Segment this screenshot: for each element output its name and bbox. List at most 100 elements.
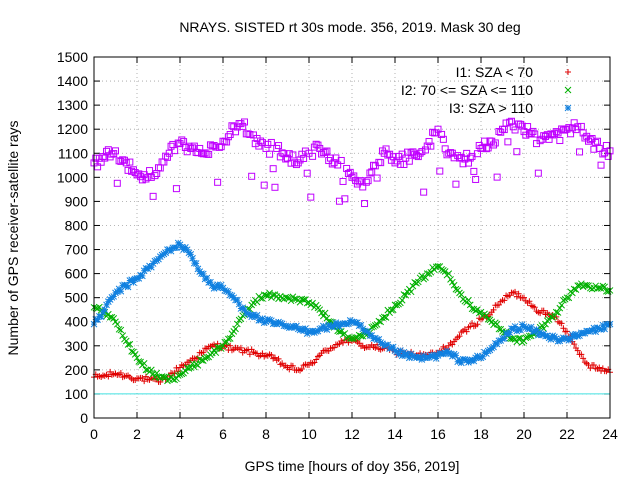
scatter-point <box>382 314 390 321</box>
scatter-point <box>215 143 223 151</box>
scatter-point <box>302 296 309 303</box>
scatter-point <box>303 169 311 177</box>
scatter-point <box>357 321 365 329</box>
data-point <box>423 270 431 277</box>
scatter-point <box>149 192 157 200</box>
scatter-point <box>561 295 569 303</box>
scatter-point <box>459 160 467 168</box>
scatter-point <box>450 281 458 289</box>
scatter-point <box>345 320 352 328</box>
x-tick-label: 0 <box>90 426 98 442</box>
scatter-point <box>414 278 422 286</box>
scatter-point <box>185 249 193 257</box>
scatter-point <box>421 146 429 154</box>
scatter-point <box>389 343 397 351</box>
scatter-point <box>534 331 542 339</box>
legend-label: I3: SZA > 110 <box>449 100 533 116</box>
scatter-point <box>389 153 397 161</box>
scatter-point <box>536 137 544 145</box>
scatter-point <box>293 322 300 330</box>
scatter-point <box>210 142 218 150</box>
scatter-point <box>172 185 180 193</box>
legend-label: I2: 70 <= SZA <= 110 <box>401 82 533 98</box>
scatter-point <box>343 164 351 172</box>
scatter-point <box>501 297 508 304</box>
scatter-point <box>249 131 257 139</box>
data-point <box>176 140 184 148</box>
scatter-point <box>484 347 492 355</box>
data-point <box>456 154 463 162</box>
scatter-point <box>533 326 540 333</box>
scatter-point <box>183 364 191 372</box>
scatter-point <box>411 150 419 158</box>
scatter-point <box>534 169 542 177</box>
scatter-point <box>183 246 191 254</box>
x-tick-label: 22 <box>559 426 575 442</box>
plot-border <box>93 56 611 419</box>
scatter-point <box>427 268 435 276</box>
scatter-point <box>190 363 198 371</box>
scatter-point <box>237 315 245 323</box>
scatter-point <box>278 149 286 157</box>
scatter-point <box>368 168 376 176</box>
scatter-point <box>185 364 193 372</box>
scatter-point <box>375 335 383 343</box>
scatter-point <box>465 359 472 366</box>
scatter-point <box>379 340 386 348</box>
scatter-point <box>454 286 462 294</box>
scatter-point <box>352 334 359 341</box>
scatter-point <box>325 348 332 355</box>
scatter-point <box>328 323 336 331</box>
data-point <box>466 301 474 309</box>
scatter-point <box>571 341 578 348</box>
scatter-point <box>167 142 175 150</box>
scatter-point <box>357 343 364 350</box>
scatter-point <box>469 320 476 327</box>
scatter-point <box>491 139 499 147</box>
scatter-point <box>153 257 161 264</box>
x-tick-label: 20 <box>516 426 532 442</box>
scatter-point <box>384 151 392 159</box>
scatter-point <box>493 320 501 328</box>
scatter-point <box>414 353 422 361</box>
chart-title: NRAYS. SISTED rt 30s mode. 356, 2019. Ma… <box>179 19 520 35</box>
scatter-point <box>601 283 608 291</box>
scatter-point <box>323 314 331 322</box>
scatter-point <box>189 144 197 152</box>
scatter-point <box>94 163 102 171</box>
scatter-point <box>570 119 578 127</box>
scatter-point <box>296 298 304 306</box>
scatter-point <box>194 149 202 157</box>
scatter-point <box>526 332 533 340</box>
scatter-point <box>361 200 369 208</box>
scatter-point <box>454 334 461 341</box>
data-point <box>241 118 248 126</box>
x-tick-label: 4 <box>176 426 184 442</box>
scatter-point <box>96 303 103 311</box>
scatter-point <box>336 340 343 347</box>
scatter-point <box>382 341 390 349</box>
y-tick-label: 1000 <box>57 169 88 185</box>
scatter-point <box>95 154 103 162</box>
scatter-point <box>330 159 338 167</box>
scatter-point <box>396 160 404 168</box>
legend-marker <box>564 104 572 112</box>
scatter-point <box>422 354 429 362</box>
scatter-point <box>470 357 478 365</box>
scatter-point <box>587 365 594 372</box>
scatter-point <box>140 171 148 179</box>
y-tick-label: 900 <box>65 193 89 209</box>
scatter-point <box>113 320 121 328</box>
scatter-point <box>227 342 234 349</box>
legend: I1: SZA < 70 I2: 70 <= SZA <= 110 I3: SZA … <box>401 64 572 116</box>
scatter-point <box>162 249 170 257</box>
scatter-point <box>438 130 446 138</box>
scatter-point <box>307 193 315 201</box>
scatter-point <box>300 154 308 162</box>
scatter-point <box>512 288 519 295</box>
scatter-point <box>126 340 134 348</box>
scatter-point <box>142 366 150 374</box>
y-axis-label: Number of GPS receiver-satellite rays <box>5 121 21 356</box>
scatter-point <box>153 369 161 377</box>
